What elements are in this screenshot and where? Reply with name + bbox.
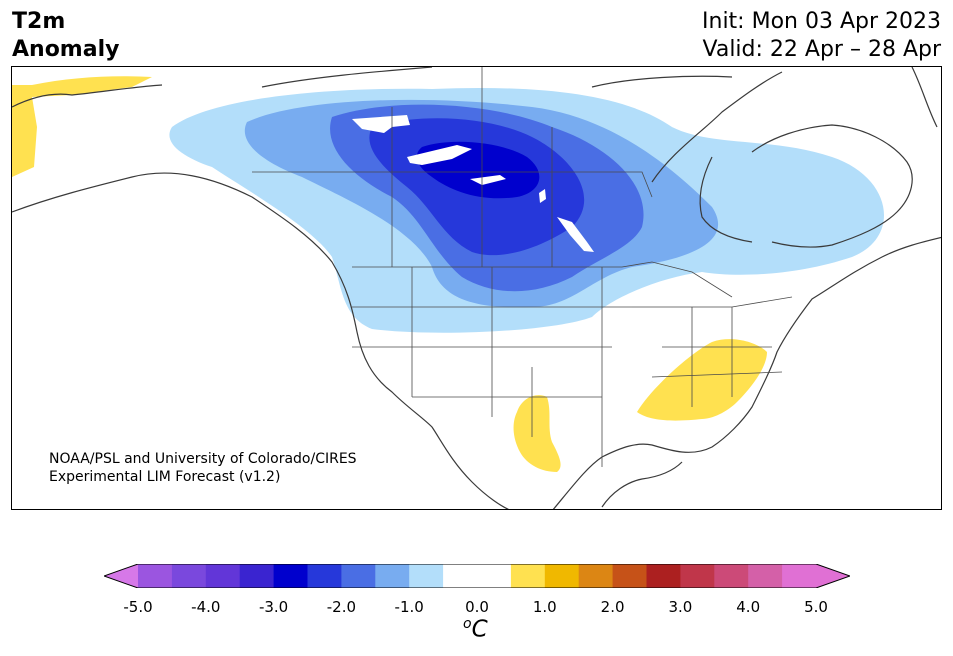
lake-winnipeg	[557, 217, 594, 252]
lake-athabasca	[470, 175, 506, 185]
colorbar-bin	[646, 564, 681, 588]
unit-degree: o	[463, 616, 472, 632]
colorbar-bin	[578, 564, 614, 588]
colorbar	[102, 563, 852, 589]
colorbar-tick-label: 3.0	[668, 598, 693, 616]
forecast-dates: Init: Mon 03 Apr 2023 Valid: 22 Apr – 28…	[702, 8, 941, 64]
colorbar-bin	[138, 564, 173, 588]
colorbar-bin	[341, 564, 376, 588]
colorbar-tick-label: -2.0	[326, 598, 357, 616]
colorbar-bin	[273, 564, 308, 588]
colorbar-tick-label: -1.0	[394, 598, 424, 616]
map-panel	[11, 66, 942, 510]
anomaly-region-southeast-yellow	[637, 339, 767, 421]
title-variable-type: Anomaly	[12, 37, 120, 62]
unit-letter: C	[471, 616, 488, 643]
colorbar-tick-label: 4.0	[736, 598, 761, 616]
colorbar-bin	[239, 564, 275, 588]
colorbar-bin	[680, 564, 715, 588]
init-date: Init: Mon 03 Apr 2023	[702, 9, 941, 34]
colorbar-bin	[544, 564, 580, 588]
anomaly-region-alaska-yellow	[12, 76, 152, 177]
credit-line2: Experimental LIM Forecast (v1.2)	[49, 469, 281, 485]
colorbar-tick-label: 2.0	[600, 598, 625, 616]
colorbar-unit: oC	[463, 616, 488, 643]
title-variable: T2m	[12, 9, 66, 34]
anomaly-map	[12, 67, 941, 509]
colorbar-bin	[510, 564, 546, 588]
colorbar-svg	[102, 563, 852, 589]
colorbar-bin	[409, 564, 444, 588]
colorbar-bin	[443, 564, 478, 588]
colorbar-tick-label: 5.0	[804, 598, 828, 616]
colorbar-bin	[612, 564, 647, 588]
colorbar-bin	[307, 564, 342, 588]
colorbar-tick-label: 0.0	[465, 598, 489, 616]
great-slave-lake	[407, 145, 472, 165]
colorbar-tick-label: -5.0	[123, 598, 153, 616]
colorbar-bin	[714, 564, 749, 588]
colorbar-bin	[782, 564, 817, 588]
credit-line1: NOAA/PSL and University of Colorado/CIRE…	[49, 451, 357, 467]
colorbar-bin	[375, 564, 410, 588]
coastlines	[12, 67, 941, 509]
colorbar-tick-label: -4.0	[191, 598, 221, 616]
valid-range: Valid: 22 Apr – 28 Apr	[702, 37, 942, 62]
colorbar-extend-low	[104, 564, 138, 588]
colorbar-bin	[171, 564, 207, 588]
political-borders	[252, 67, 793, 467]
credit-text: NOAA/PSL and University of Colorado/CIRE…	[49, 450, 357, 486]
colorbar-bin	[748, 564, 783, 588]
colorbar-bin	[477, 564, 512, 588]
lake-winnipegosis	[539, 189, 546, 203]
colorbar-extend-high	[816, 564, 850, 588]
anomaly-region-texas-yellow	[513, 395, 561, 472]
map-title: T2m Anomaly	[12, 8, 119, 64]
colorbar-tick-label: -3.0	[258, 598, 289, 616]
colorbar-bin	[205, 564, 241, 588]
colorbar-tick-label: 1.0	[532, 598, 557, 616]
great-bear-lake	[352, 115, 410, 133]
